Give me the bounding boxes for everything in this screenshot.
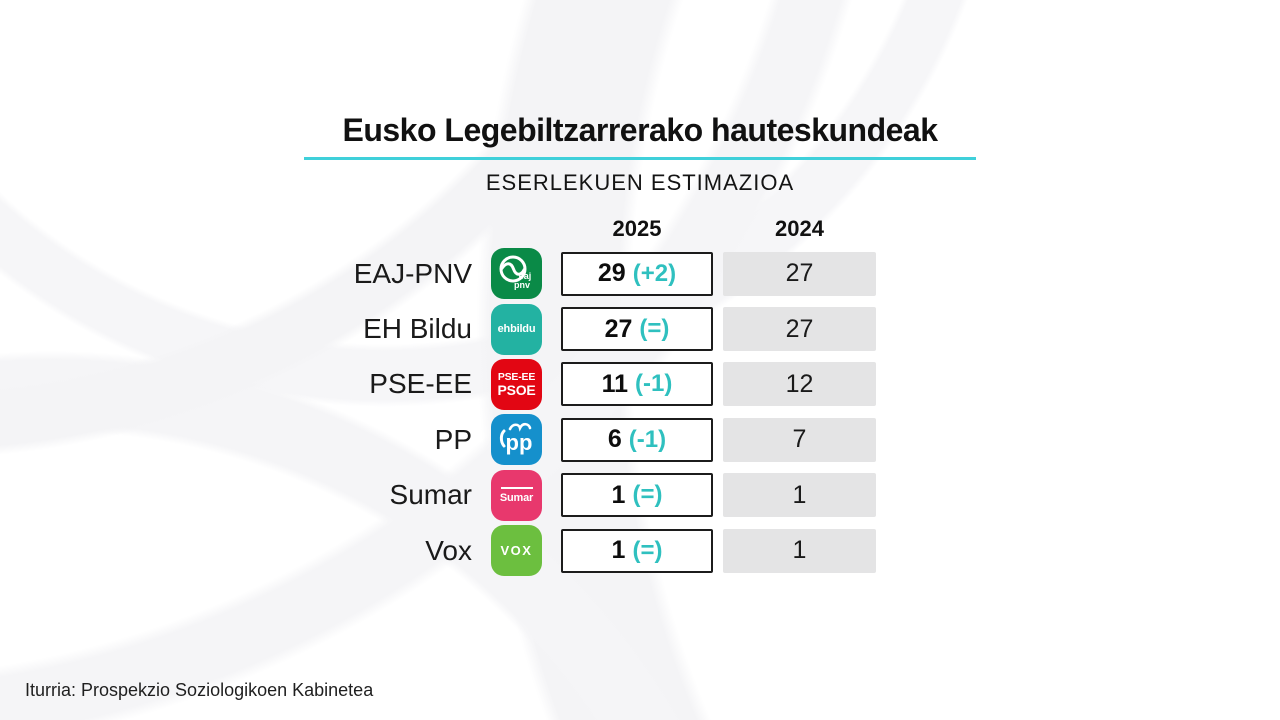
column-header-2024: 2024 xyxy=(775,216,824,241)
seats-change-value: (=) xyxy=(632,536,663,564)
seats-2025-value: 11 xyxy=(601,369,629,398)
seats-2025-value: 1 xyxy=(611,536,626,565)
sumar-logo-icon: Sumar xyxy=(491,469,542,521)
vox-logo-icon: VOX xyxy=(491,525,542,577)
pp-logo-icon: pp xyxy=(491,414,542,466)
sumar-bar-glyph xyxy=(500,486,533,489)
seats-2025-box: 1 (=) xyxy=(561,473,713,518)
party-name: PP xyxy=(434,423,472,455)
pp-gull-glyph: pp xyxy=(499,423,533,455)
seats-2025-value: 27 xyxy=(604,314,633,343)
seats-2024-value: 12 xyxy=(785,369,814,398)
seats-change-value: (=) xyxy=(632,481,663,509)
table-row-pse-ee: PSE-EE PSE-EE PSOE 11 (-1) 12 xyxy=(292,357,876,412)
svg-text:pnv: pnv xyxy=(514,280,530,290)
table-row-pp: PP pp 6 (-1) 7 xyxy=(292,412,876,467)
source-attribution: Iturria: Prospekzio Soziologikoen Kabine… xyxy=(25,680,374,700)
seats-2025-box: 11 (-1) xyxy=(561,362,713,407)
page-subtitle: ESERLEKUEN ESTIMAZIOA xyxy=(485,170,795,195)
seats-change-value: (=) xyxy=(639,315,670,343)
seats-2025-box: 6 (-1) xyxy=(561,417,713,462)
table-row-sumar: Sumar Sumar 1 (=) 1 xyxy=(292,468,876,523)
page-title: Eusko Legebiltzarrerako hauteskundeak xyxy=(342,112,938,148)
title-underline xyxy=(304,157,976,160)
column-header-2025: 2025 xyxy=(612,216,662,241)
seats-2024-box: 12 xyxy=(723,362,876,407)
seats-2024-value: 1 xyxy=(792,480,807,509)
seats-2024-box: 27 xyxy=(723,251,876,296)
header: Eusko Legebiltzarrerako hauteskundeak ES… xyxy=(0,112,1280,196)
seats-2025-box: 1 (=) xyxy=(561,528,713,573)
seats-2024-value: 1 xyxy=(792,536,807,565)
seats-2025-box: 27 (=) xyxy=(561,307,713,352)
seats-change-value: (+2) xyxy=(632,259,677,287)
seats-change-value: (-1) xyxy=(635,370,673,398)
seats-2024-value: 27 xyxy=(785,314,814,343)
party-name: PSE-EE xyxy=(369,368,472,400)
seats-2024-value: 27 xyxy=(785,259,814,288)
party-name: EAJ-PNV xyxy=(353,257,472,289)
table-row-eh-bildu: EH Bildu ehbildu 27 (=) 27 xyxy=(292,301,876,356)
seats-2024-box: 27 xyxy=(723,307,876,352)
party-name: Sumar xyxy=(389,479,472,511)
seats-2024-box: 1 xyxy=(723,473,876,518)
seats-2024-box: 7 xyxy=(723,417,876,462)
pse-ee-psoe-logo-icon: PSE-EE PSOE xyxy=(491,358,542,410)
eaj-pnv-swirl-glyph: eaj pnv xyxy=(499,255,532,290)
table-column-headers: 2025 2024 xyxy=(292,212,876,246)
seats-2025-value: 6 xyxy=(607,425,622,454)
seats-2025-value: 1 xyxy=(611,480,626,509)
svg-text:eaj: eaj xyxy=(519,271,532,281)
table-row-vox: Vox VOX 1 (=) 1 xyxy=(292,523,876,578)
party-name: EH Bildu xyxy=(363,313,472,345)
seats-2024-box: 1 xyxy=(723,528,876,573)
svg-text:pp: pp xyxy=(506,430,533,455)
seat-estimation-table: 2025 2024 EAJ-PNV eaj pnv 29 (+2) 27 xyxy=(292,212,876,578)
table-row-eaj-pnv: EAJ-PNV eaj pnv 29 (+2) 27 xyxy=(292,246,876,301)
seats-2024-value: 7 xyxy=(792,425,807,454)
eh-bildu-logo-icon: ehbildu xyxy=(491,303,542,355)
seats-change-value: (-1) xyxy=(628,425,667,453)
eaj-pnv-logo-icon: eaj pnv xyxy=(491,248,542,300)
seats-2025-box: 29 (+2) xyxy=(561,251,713,296)
seats-2025-value: 29 xyxy=(597,259,626,288)
party-name: Vox xyxy=(425,534,472,566)
